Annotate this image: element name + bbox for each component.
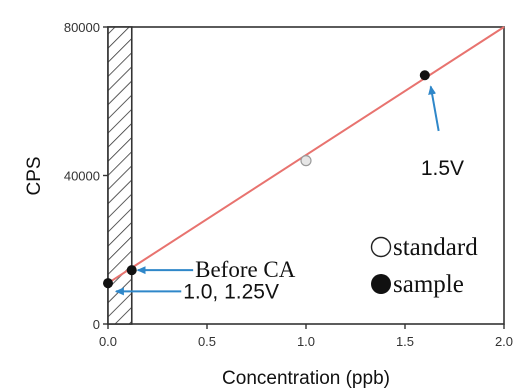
y-tick-label: 40000 (64, 169, 100, 184)
y-axis-title: CPS (24, 156, 45, 195)
x-tick-label: 1.5 (396, 334, 414, 349)
annotation-label: 1.5V (421, 157, 464, 180)
sample-point (103, 278, 113, 289)
legend-label-sample: sample (393, 271, 464, 298)
legend-label-standard: standard (393, 234, 478, 261)
standard-point (300, 155, 312, 167)
x-tick-label: 1.0 (297, 334, 315, 349)
hatched-region (107, 26, 133, 325)
legend: standard sample (370, 234, 478, 298)
annotations: 1.5V Before CA1.0, 1.25V (114, 85, 464, 303)
y-tick-label: 80000 (64, 20, 100, 35)
annotation-label: 1.0, 1.25V (183, 280, 279, 303)
annotation-arrow (428, 85, 440, 132)
legend-marker-sample (371, 274, 391, 294)
y-tick-label: 0 (93, 317, 100, 332)
x-tick-label: 0.5 (198, 334, 216, 349)
x-axis-title: Concentration (ppb) (222, 368, 390, 389)
sample-point (126, 265, 137, 276)
x-tick-label: 2.0 (495, 334, 513, 349)
x-tick-label: 0.0 (99, 334, 117, 349)
data-points (103, 70, 430, 289)
y-axis-ticks: 0 40000 80000 (64, 20, 108, 332)
x-axis-ticks: 0.0 0.5 1.0 1.5 2.0 (99, 324, 513, 349)
annotation-label: Before CA (195, 257, 296, 282)
plot-area (107, 26, 505, 325)
legend-marker-standard (370, 236, 392, 258)
sample-point (419, 70, 430, 81)
